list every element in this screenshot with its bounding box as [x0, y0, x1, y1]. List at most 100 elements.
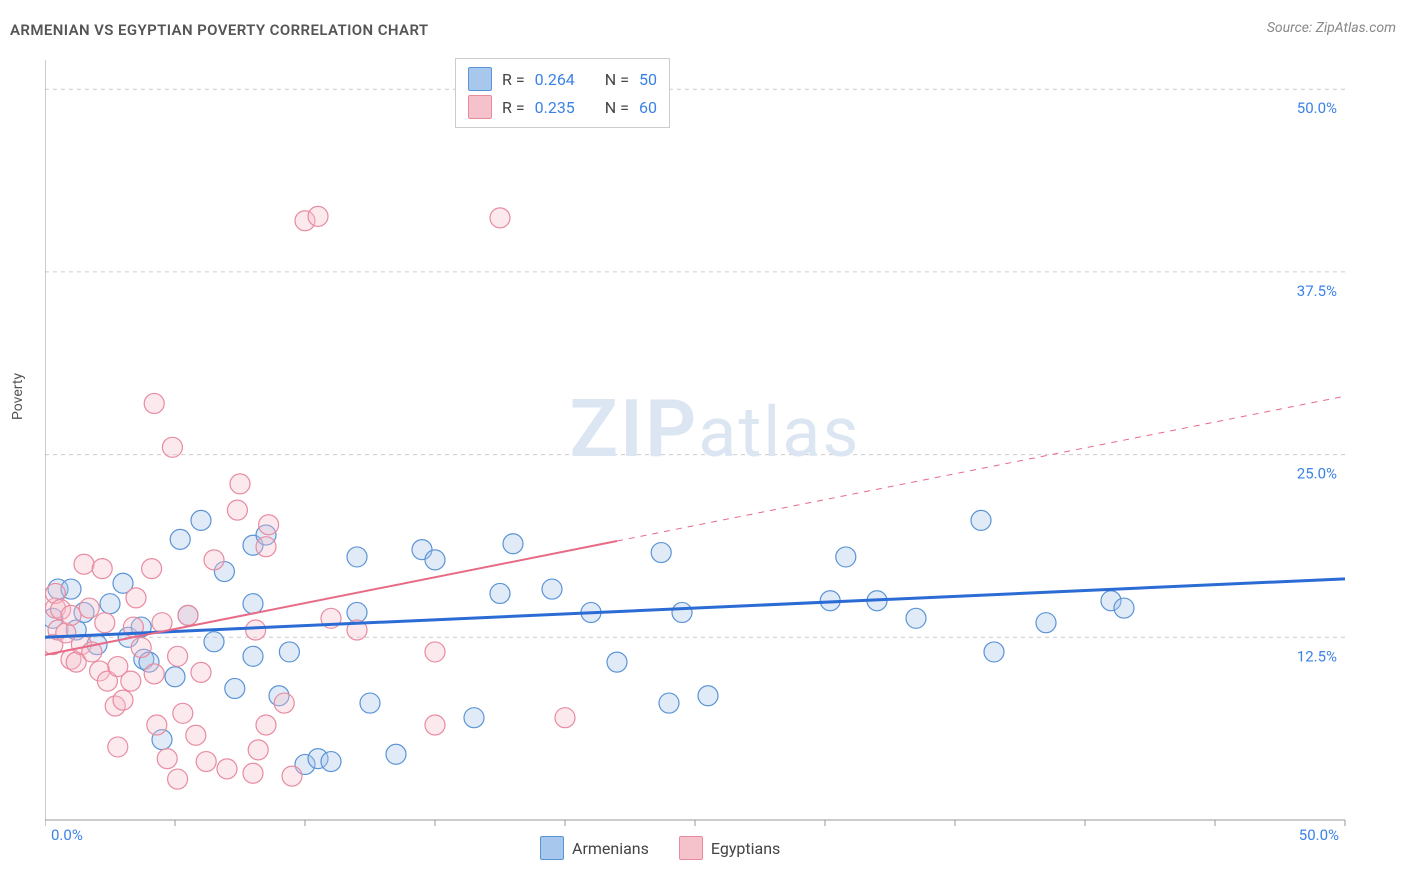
data-point: [61, 605, 81, 625]
data-point: [274, 693, 294, 713]
source-label: Source: ZipAtlas.com: [1267, 20, 1396, 36]
data-point: [108, 737, 128, 757]
data-point: [204, 550, 224, 570]
data-point: [113, 690, 133, 710]
data-point: [256, 537, 276, 557]
data-point: [360, 693, 380, 713]
scatter-chart: 12.5%25.0%37.5%50.0%0.0%50.0%: [45, 50, 1385, 840]
data-point: [425, 642, 445, 662]
data-point: [246, 620, 266, 640]
data-point: [126, 588, 146, 608]
legend-row: R = 0.264 N = 50: [468, 65, 657, 93]
data-point: [243, 594, 263, 614]
data-point: [659, 693, 679, 713]
legend-item: Egyptians: [679, 836, 780, 860]
data-point: [259, 515, 279, 535]
series-armenians: [45, 510, 1134, 774]
legend-label: Armenians: [572, 839, 649, 858]
data-point: [131, 638, 151, 658]
data-point: [204, 632, 224, 652]
data-point: [227, 500, 247, 520]
data-point: [157, 749, 177, 769]
data-point: [100, 594, 120, 614]
x-tick-label: 0.0%: [51, 826, 83, 840]
r-value: 0.235: [535, 98, 575, 117]
data-point: [217, 759, 237, 779]
data-point: [386, 744, 406, 764]
data-point: [178, 605, 198, 625]
data-point: [279, 642, 299, 662]
data-point: [144, 664, 164, 684]
data-point: [425, 715, 445, 735]
legend-label: Egyptians: [711, 839, 780, 858]
data-point: [321, 752, 341, 772]
trend-line: [45, 579, 1345, 637]
data-point: [243, 763, 263, 783]
legend-row: R =0.235N =60: [468, 93, 657, 121]
n-value: 50: [639, 70, 657, 89]
data-point: [142, 559, 162, 579]
r-value: 0.264: [535, 70, 575, 89]
data-point: [186, 725, 206, 745]
series-legend: Armenians Egyptians: [540, 836, 780, 860]
data-point: [503, 534, 523, 554]
data-point: [173, 703, 193, 723]
data-point: [225, 678, 245, 698]
data-point: [1036, 613, 1056, 633]
data-point: [168, 769, 188, 789]
chart-title: ARMENIAN VS EGYPTIAN POVERTY CORRELATION…: [10, 21, 429, 39]
data-point: [490, 583, 510, 603]
plot-area: ZIPatlas 12.5%25.0%37.5%50.0%0.0%50.0%: [45, 50, 1385, 840]
data-point: [836, 547, 856, 567]
x-tick-label: 50.0%: [1299, 826, 1339, 840]
data-point: [542, 579, 562, 599]
data-point: [162, 437, 182, 457]
data-point: [95, 613, 115, 633]
series-egyptians: [45, 206, 575, 789]
data-point: [308, 206, 328, 226]
correlation-legend: R = 0.264 N = 50R = 0.235 N = 60: [455, 58, 670, 128]
data-point: [555, 708, 575, 728]
data-point: [347, 547, 367, 567]
data-point: [121, 671, 141, 691]
data-point: [464, 708, 484, 728]
data-point: [144, 393, 164, 413]
data-point: [196, 752, 216, 772]
data-point: [243, 646, 263, 666]
data-point: [230, 474, 250, 494]
y-axis-label: Poverty: [10, 373, 26, 420]
data-point: [191, 510, 211, 530]
data-point: [79, 598, 99, 618]
data-point: [698, 686, 718, 706]
legend-item: Armenians: [540, 836, 649, 860]
data-point: [170, 529, 190, 549]
data-point: [165, 667, 185, 687]
y-tick-label: 12.5%: [1297, 647, 1337, 665]
data-point: [607, 652, 627, 672]
data-point: [906, 608, 926, 628]
data-point: [74, 554, 94, 574]
y-tick-label: 50.0%: [1297, 99, 1337, 117]
y-tick-label: 37.5%: [1297, 282, 1337, 300]
chart-header: ARMENIAN VS EGYPTIAN POVERTY CORRELATION…: [10, 20, 1396, 42]
data-point: [425, 550, 445, 570]
legend-swatch: [468, 95, 492, 119]
data-point: [147, 715, 167, 735]
data-point: [651, 543, 671, 563]
data-point: [92, 559, 112, 579]
data-point: [490, 208, 510, 228]
legend-swatch: [679, 836, 703, 860]
data-point: [168, 646, 188, 666]
data-point: [1114, 598, 1134, 618]
n-label: N =: [605, 70, 629, 89]
data-point: [191, 662, 211, 682]
data-point: [282, 766, 302, 786]
legend-swatch: [468, 67, 492, 91]
n-label: N =: [605, 98, 629, 117]
data-point: [248, 740, 268, 760]
n-value: 60: [639, 98, 657, 117]
legend-swatch: [540, 836, 564, 860]
r-label: R =: [502, 70, 525, 89]
data-point: [256, 715, 276, 735]
data-point: [971, 510, 991, 530]
